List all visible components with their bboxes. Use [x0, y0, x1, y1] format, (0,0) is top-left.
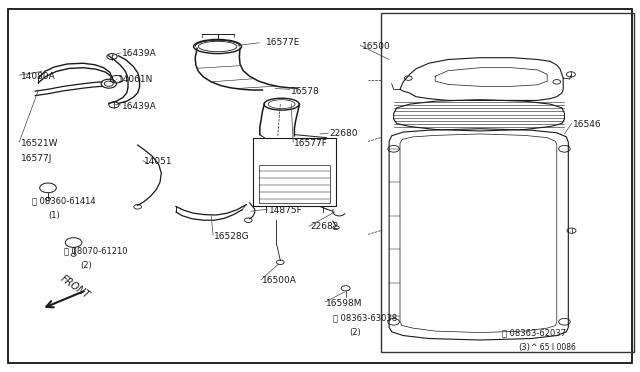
- Text: 16439A: 16439A: [122, 102, 156, 110]
- Text: 22682: 22682: [310, 222, 339, 231]
- Text: (3): (3): [518, 343, 531, 352]
- Bar: [259, 165, 330, 203]
- Text: 16546: 16546: [573, 120, 602, 129]
- Text: (1): (1): [48, 211, 60, 219]
- Text: 14875F: 14875F: [269, 206, 303, 215]
- Text: 14061N: 14061N: [118, 76, 154, 84]
- Text: 14080A: 14080A: [20, 72, 55, 81]
- Text: ^ 65 I 0086: ^ 65 I 0086: [531, 343, 576, 352]
- Text: 16500A: 16500A: [262, 276, 297, 285]
- Text: 16500: 16500: [362, 42, 390, 51]
- Text: 14051: 14051: [144, 157, 173, 166]
- Text: (2): (2): [80, 261, 92, 270]
- Text: 16577E: 16577E: [266, 38, 300, 47]
- Text: 16577F: 16577F: [294, 139, 328, 148]
- Text: Ⓑ 08070-61210: Ⓑ 08070-61210: [64, 247, 127, 256]
- Text: 16528G: 16528G: [214, 232, 250, 241]
- Text: Ⓢ 08360-61414: Ⓢ 08360-61414: [32, 196, 95, 205]
- Text: 16598M: 16598M: [326, 299, 363, 308]
- Text: 16577J: 16577J: [20, 154, 52, 163]
- Bar: [253, 138, 336, 206]
- Text: Ⓢ 08363-63038: Ⓢ 08363-63038: [333, 314, 397, 323]
- Text: Ⓢ 08363-62037: Ⓢ 08363-62037: [502, 328, 566, 337]
- Text: 22680: 22680: [330, 129, 358, 138]
- Text: 16578: 16578: [291, 87, 320, 96]
- Text: FRONT: FRONT: [59, 273, 92, 301]
- Bar: [381, 13, 634, 352]
- Text: (2): (2): [349, 328, 360, 337]
- Text: 16439A: 16439A: [122, 49, 156, 58]
- Text: 16521W: 16521W: [20, 139, 58, 148]
